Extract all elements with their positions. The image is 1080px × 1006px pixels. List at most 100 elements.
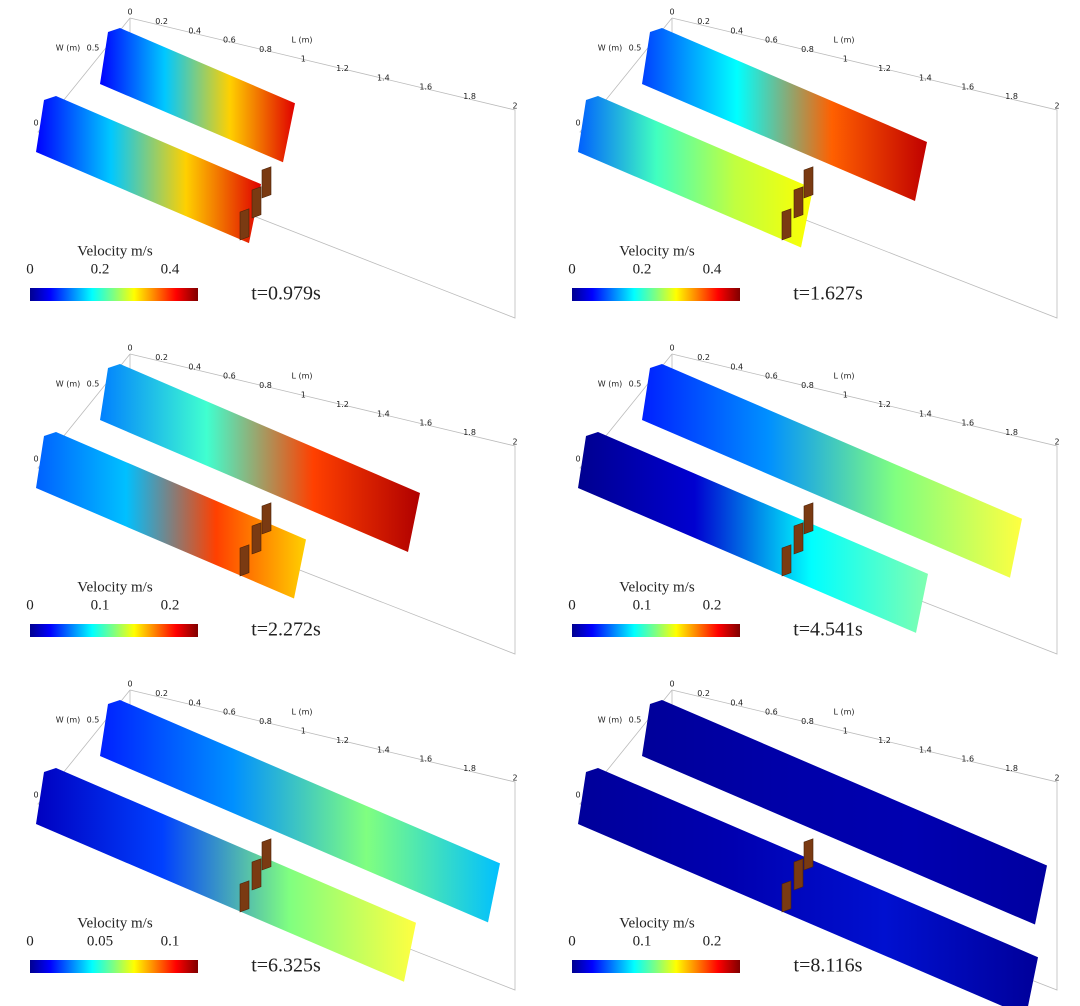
length-tick-label: 0.6	[765, 372, 778, 381]
length-axis-label: L (m)	[291, 36, 312, 45]
panel: 0 0.2 0.4 0.6 0.8 1 1.2 1.4 1.6 1.8 2 L (m) W (m) 0.5…	[568, 344, 1060, 655]
length-tick-label: 1.4	[377, 409, 390, 418]
flow-field	[642, 28, 927, 201]
obstacle	[251, 858, 262, 891]
length-tick-label: 0.4	[188, 362, 201, 371]
colorbar-title: Velocity m/s	[77, 915, 153, 931]
obstacle	[781, 544, 792, 577]
colorbar	[30, 624, 198, 637]
time-label: t=1.627s	[793, 283, 863, 305]
length-tick-label: 0.6	[765, 36, 778, 45]
axis-frame	[37, 353, 516, 655]
flow-field	[36, 96, 261, 244]
length-tick-label: 1	[301, 55, 306, 64]
length-axis-label: L (m)	[833, 708, 854, 717]
length-tick-label: 1.8	[463, 428, 476, 437]
flow-field	[642, 364, 1022, 578]
obstacle	[239, 208, 250, 241]
colorbar-tick-label: 0.2	[703, 597, 722, 613]
width-tick-label: 0	[575, 791, 580, 800]
length-tick-label: 0	[127, 680, 132, 689]
width-tick-label: 0	[33, 791, 38, 800]
flow-field	[578, 768, 1038, 1006]
colorbar-tick-label: 0	[568, 597, 576, 613]
length-tick-label: 2	[512, 102, 517, 111]
axis-frame	[579, 353, 1058, 655]
flow-field	[36, 768, 416, 982]
length-tick-label: 0	[127, 344, 132, 353]
length-tick-label: 0.4	[730, 26, 743, 35]
obstacle	[261, 838, 272, 871]
length-tick-label: 2	[512, 774, 517, 783]
length-tick-label: 1.6	[961, 83, 974, 92]
panel: 0 0.2 0.4 0.6 0.8 1 1.2 1.4 1.6 1.8 2 L (m) W (m) 0.5…	[568, 8, 1060, 319]
length-tick-label: 1	[843, 391, 848, 400]
length-tick-label: 1.6	[961, 755, 974, 764]
length-tick-label: 2	[512, 438, 517, 447]
colorbar-tick-label: 0	[568, 933, 576, 949]
length-tick-label: 2	[1054, 774, 1059, 783]
length-tick-label: 1.8	[1005, 428, 1018, 437]
obstacle	[239, 544, 250, 577]
length-tick-label: 1.6	[419, 419, 432, 428]
length-tick-label: 2	[1054, 102, 1059, 111]
width-tick-label: 0	[575, 119, 580, 128]
colorbar	[572, 960, 740, 973]
axis-frame	[37, 689, 516, 991]
obstacle	[793, 522, 804, 555]
length-tick-label: 1.4	[377, 73, 390, 82]
panel: 0 0.2 0.4 0.6 0.8 1 1.2 1.4 1.6 1.8 2 L (m) W (m) 0.5…	[26, 8, 518, 319]
time-label: t=2.272s	[251, 619, 321, 641]
obstacle	[261, 166, 272, 199]
colorbar-title: Velocity m/s	[77, 243, 153, 259]
width-axis-label: W (m)	[56, 380, 81, 389]
obstacle	[239, 880, 250, 913]
flow-field	[100, 28, 295, 163]
length-tick-label: 1.8	[463, 764, 476, 773]
flow-field	[100, 364, 420, 552]
length-tick-label: 0.8	[801, 717, 814, 726]
length-tick-label: 1.8	[463, 92, 476, 101]
length-tick-label: 1.8	[1005, 92, 1018, 101]
time-label: t=8.116s	[794, 955, 863, 977]
obstacle	[251, 186, 262, 219]
length-tick-label: 2	[1054, 438, 1059, 447]
length-tick-label: 0.4	[730, 698, 743, 707]
colorbar-tick-label: 0.2	[91, 261, 110, 277]
width-tick-label: 0.5	[87, 380, 100, 389]
length-axis-label: L (m)	[833, 36, 854, 45]
obstacle	[803, 502, 814, 535]
length-tick-label: 0.4	[188, 698, 201, 707]
width-tick-label: 0	[33, 119, 38, 128]
width-tick-label: 0.5	[629, 716, 642, 725]
width-tick-label: 0.5	[629, 44, 642, 53]
width-axis-label: W (m)	[598, 716, 623, 725]
flow-field	[578, 432, 928, 633]
length-tick-label: 1.2	[336, 64, 349, 73]
colorbar-tick-label: 0.2	[633, 261, 652, 277]
length-tick-label: 0	[669, 344, 674, 353]
length-axis-label: L (m)	[291, 372, 312, 381]
panel: 0 0.2 0.4 0.6 0.8 1 1.2 1.4 1.6 1.8 2 L (m) W (m) 0.5…	[568, 680, 1060, 1006]
length-axis-label: L (m)	[291, 708, 312, 717]
colorbar	[572, 288, 740, 301]
panel: 0 0.2 0.4 0.6 0.8 1 1.2 1.4 1.6 1.8 2 L (m) W (m) 0.5…	[26, 344, 518, 655]
axis-frame	[579, 17, 1058, 319]
length-tick-label: 1.6	[961, 419, 974, 428]
length-tick-label: 0.8	[801, 45, 814, 54]
length-tick-label: 1.2	[878, 400, 891, 409]
colorbar-title: Velocity m/s	[619, 579, 695, 595]
width-axis-label: W (m)	[56, 716, 81, 725]
width-tick-label: 0	[575, 455, 580, 464]
colorbar	[30, 960, 198, 973]
colorbar-tick-label: 0	[26, 933, 34, 949]
colorbar	[30, 288, 198, 301]
flow-field	[578, 96, 813, 248]
length-tick-label: 0.2	[155, 353, 168, 362]
length-tick-label: 0.2	[697, 17, 710, 26]
obstacle	[251, 522, 262, 555]
length-tick-label: 0.2	[155, 17, 168, 26]
colorbar-tick-label: 0.1	[633, 933, 652, 949]
width-axis-label: W (m)	[598, 44, 623, 53]
